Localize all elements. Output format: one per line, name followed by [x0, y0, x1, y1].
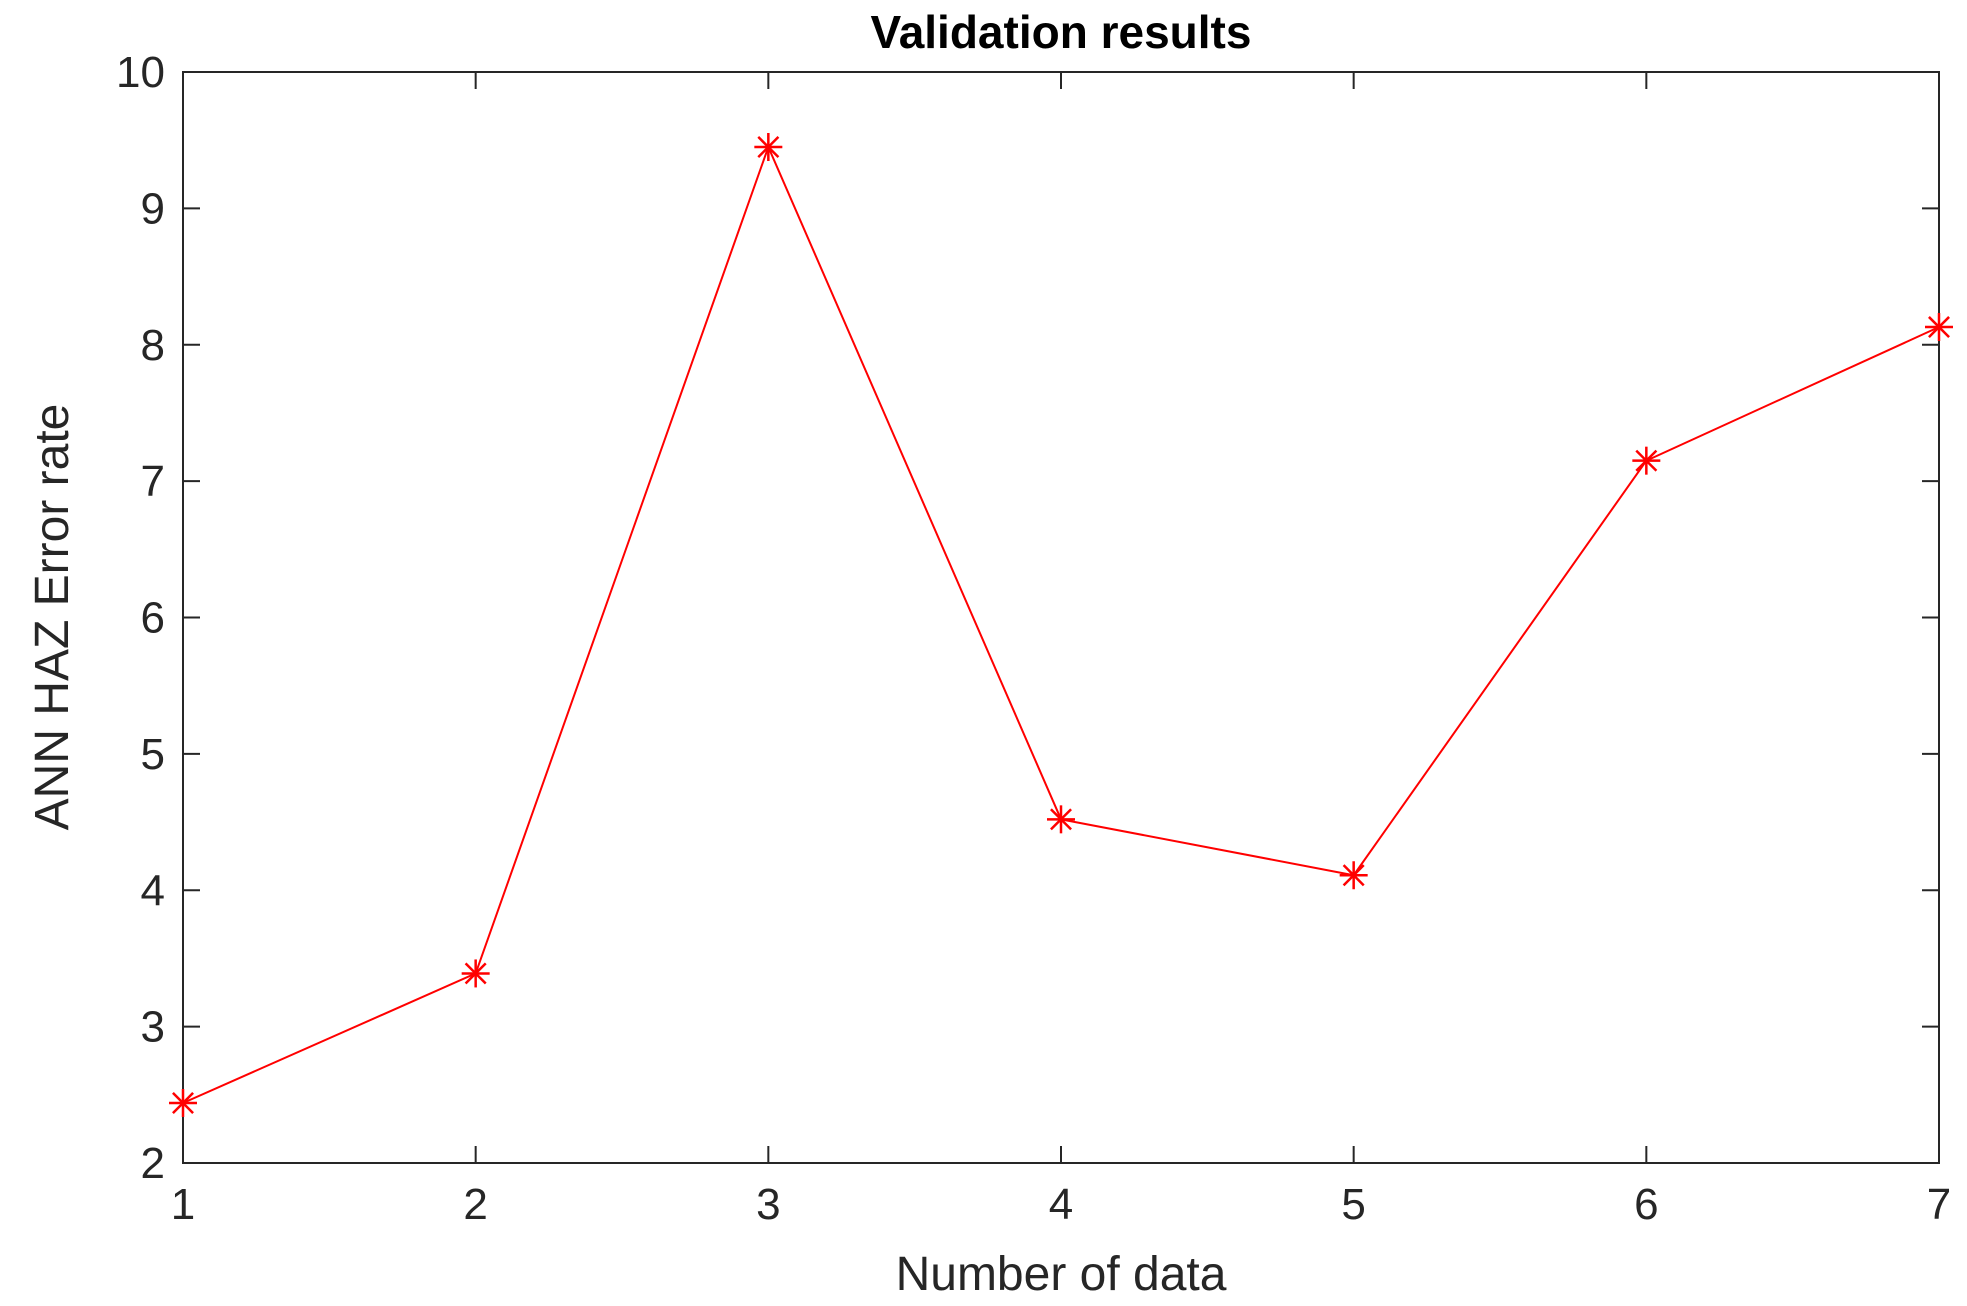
x-tick-label: 7 [1927, 1180, 1951, 1229]
data-point-marker [1925, 313, 1953, 342]
x-tick-label: 4 [1049, 1180, 1073, 1229]
x-tick-label: 1 [171, 1180, 195, 1229]
data-point-marker [461, 959, 490, 988]
y-axis-title: ANN HAZ Error rate [26, 404, 79, 831]
y-tick-label: 5 [141, 730, 165, 779]
series-layer [169, 133, 1953, 1117]
data-point-marker [169, 1088, 197, 1117]
y-tick-label: 3 [141, 1003, 165, 1052]
chart-title: Validation results [871, 6, 1252, 58]
y-tick-label: 4 [141, 866, 165, 915]
y-tick-label: 8 [141, 321, 165, 370]
x-tick-label: 6 [1634, 1180, 1658, 1229]
x-tick-label: 3 [756, 1180, 780, 1229]
y-tick-label: 6 [141, 594, 165, 643]
y-tick-label: 7 [141, 457, 165, 506]
data-point-marker [754, 133, 783, 162]
plot-area [182, 71, 1940, 1164]
data-point-marker [1632, 446, 1661, 475]
x-tick-label: 2 [463, 1180, 487, 1229]
y-tick-label: 2 [141, 1139, 165, 1188]
x-axis-title: Number of data [896, 1248, 1227, 1301]
data-point-marker [1047, 805, 1075, 834]
y-tick-label: 9 [141, 184, 165, 233]
data-point-marker [1339, 861, 1368, 890]
y-tick-label: 10 [116, 48, 165, 97]
x-tick-label: 5 [1341, 1180, 1365, 1229]
